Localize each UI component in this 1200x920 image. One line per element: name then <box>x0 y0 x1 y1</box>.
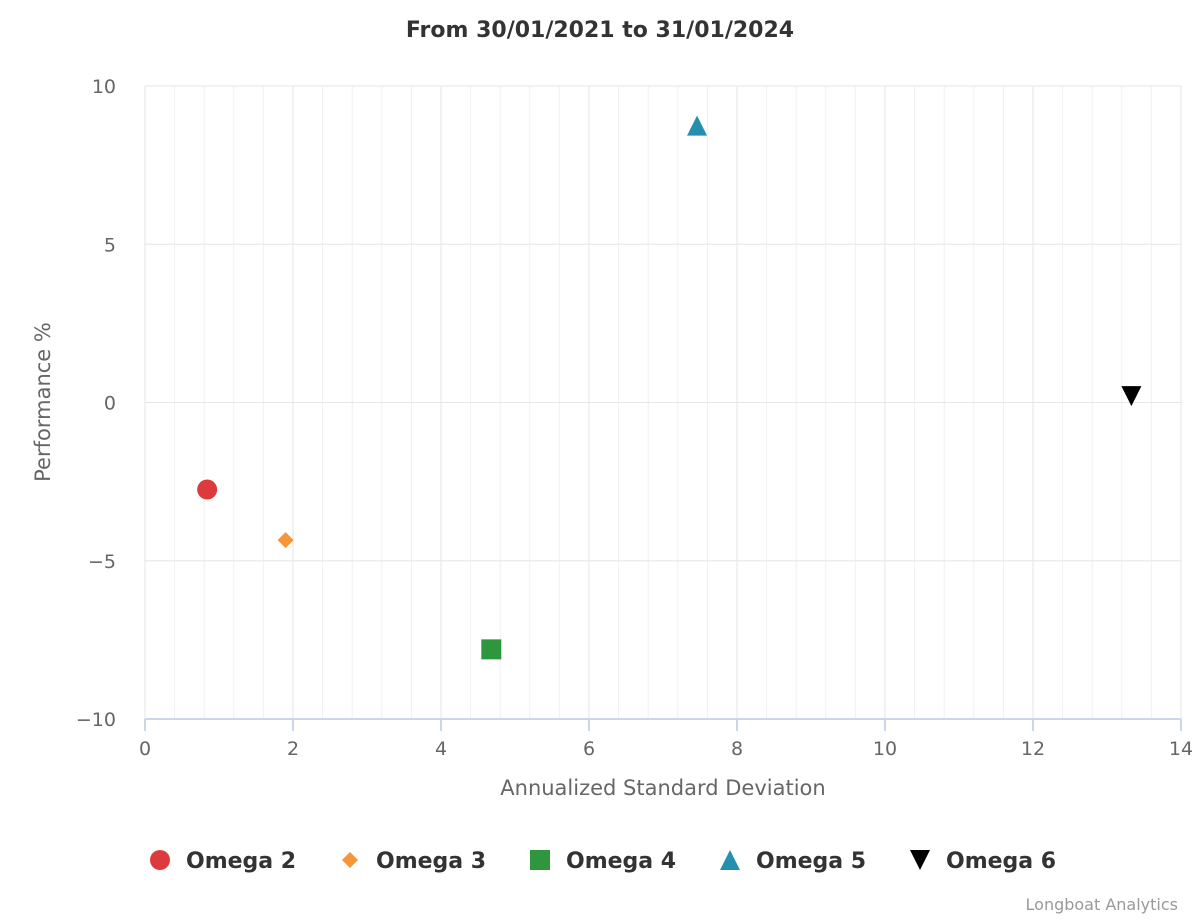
y-tick-label: 10 <box>92 76 116 98</box>
legend-label-omega-3: Omega 3 <box>376 849 486 874</box>
point-omega-5 <box>687 115 708 136</box>
legend-item-omega-5: Omega 5 <box>720 849 866 874</box>
x-axis-ticks: 0 2 4 6 8 10 12 14 <box>139 738 1193 760</box>
credits: Longboat Analytics <box>1026 895 1178 914</box>
legend-marker-omega-6 <box>910 850 930 870</box>
legend-item-omega-2: Omega 2 <box>150 849 296 874</box>
legend-label-omega-4: Omega 4 <box>566 849 676 874</box>
x-tick-label: 6 <box>583 738 595 760</box>
x-tick-label: 0 <box>139 738 151 760</box>
y-tick-label: −10 <box>76 709 116 731</box>
legend-marker-omega-3 <box>342 852 358 868</box>
legend-label-omega-5: Omega 5 <box>756 849 866 874</box>
legend-marker-omega-2 <box>150 850 170 870</box>
data-points <box>197 115 1142 660</box>
chart-title: From 30/01/2021 to 31/01/2024 <box>406 18 794 43</box>
x-tick-label: 14 <box>1169 738 1193 760</box>
y-tick-label: −5 <box>88 551 116 573</box>
legend-marker-omega-5 <box>720 850 740 870</box>
x-tick-label: 4 <box>435 738 447 760</box>
legend-label-omega-2: Omega 2 <box>186 849 296 874</box>
x-axis-title: Annualized Standard Deviation <box>500 776 825 800</box>
point-omega-4 <box>481 639 502 660</box>
x-tick-label: 2 <box>287 738 299 760</box>
point-omega-3 <box>277 532 294 549</box>
legend: Omega 2 Omega 3 Omega 4 Omega 5 Omega 6 <box>150 849 1056 874</box>
legend-item-omega-4: Omega 4 <box>530 849 676 874</box>
y-axis-ticks: 10 5 0 −5 −10 <box>76 76 116 731</box>
x-tick-label: 10 <box>873 738 897 760</box>
legend-label-omega-6: Omega 6 <box>946 849 1056 874</box>
y-tick-label: 5 <box>104 234 116 256</box>
axes <box>144 718 1182 731</box>
legend-marker-omega-4 <box>530 850 550 870</box>
point-omega-2 <box>197 479 218 500</box>
y-axis-title: Performance % <box>31 322 55 482</box>
major-gridlines <box>144 85 1182 720</box>
point-omega-6 <box>1121 386 1142 407</box>
x-tick-label: 8 <box>731 738 743 760</box>
legend-item-omega-3: Omega 3 <box>342 849 486 874</box>
x-tick-label: 12 <box>1021 738 1045 760</box>
y-tick-label: 0 <box>104 393 116 415</box>
legend-item-omega-6: Omega 6 <box>910 849 1056 874</box>
